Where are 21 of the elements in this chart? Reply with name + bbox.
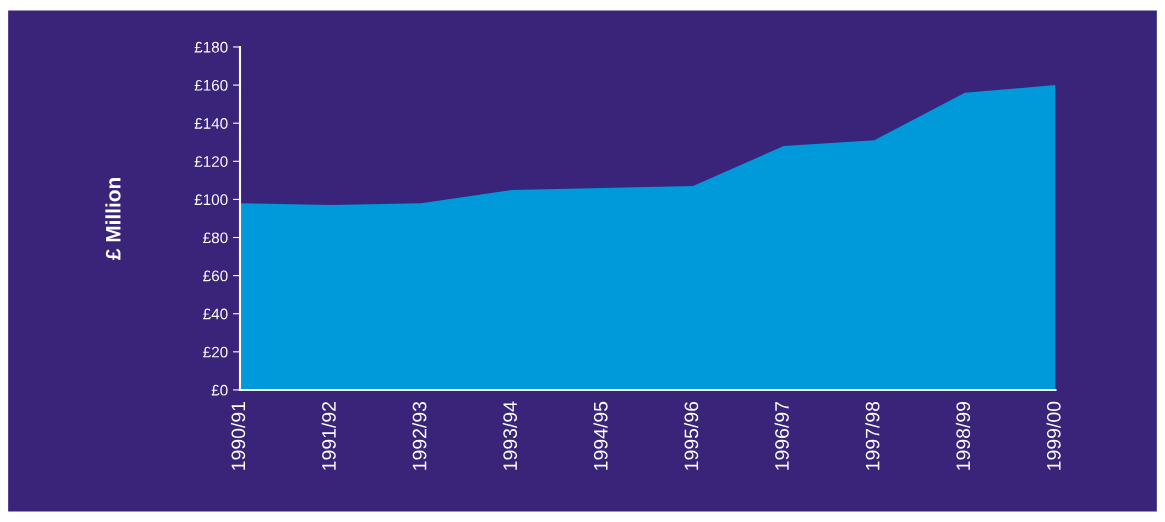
x-tick-label: 1999/00: [1046, 401, 1061, 470]
y-tick-label: £80: [203, 232, 228, 244]
y-tick-label: £100: [194, 194, 228, 206]
y-tick-label: £160: [194, 79, 228, 91]
x-tick-label: 1995/96: [683, 401, 699, 470]
x-tick-label: 1992/93: [412, 401, 427, 470]
y-tick-label: £0: [211, 384, 228, 396]
x-tick-label: 1998/99: [955, 401, 971, 470]
x-tick-label: 1994/95: [593, 401, 608, 470]
y-tick-label: £60: [203, 270, 228, 282]
x-tick-label: 1990/91: [230, 401, 246, 470]
y-axis-title: £ Million: [105, 178, 121, 260]
x-tick-label: 1991/92: [321, 402, 336, 470]
y-tick-label: £40: [203, 308, 228, 320]
x-tick-label: 1996/97: [774, 402, 789, 470]
x-tick-label: 1997/98: [865, 401, 880, 470]
y-tick-label: £20: [203, 346, 228, 358]
y-tick-label: £120: [194, 156, 228, 167]
x-tick-label: 1993/94: [502, 401, 518, 470]
y-tick-label: £180: [194, 41, 228, 53]
y-tick-label: £140: [194, 118, 228, 129]
